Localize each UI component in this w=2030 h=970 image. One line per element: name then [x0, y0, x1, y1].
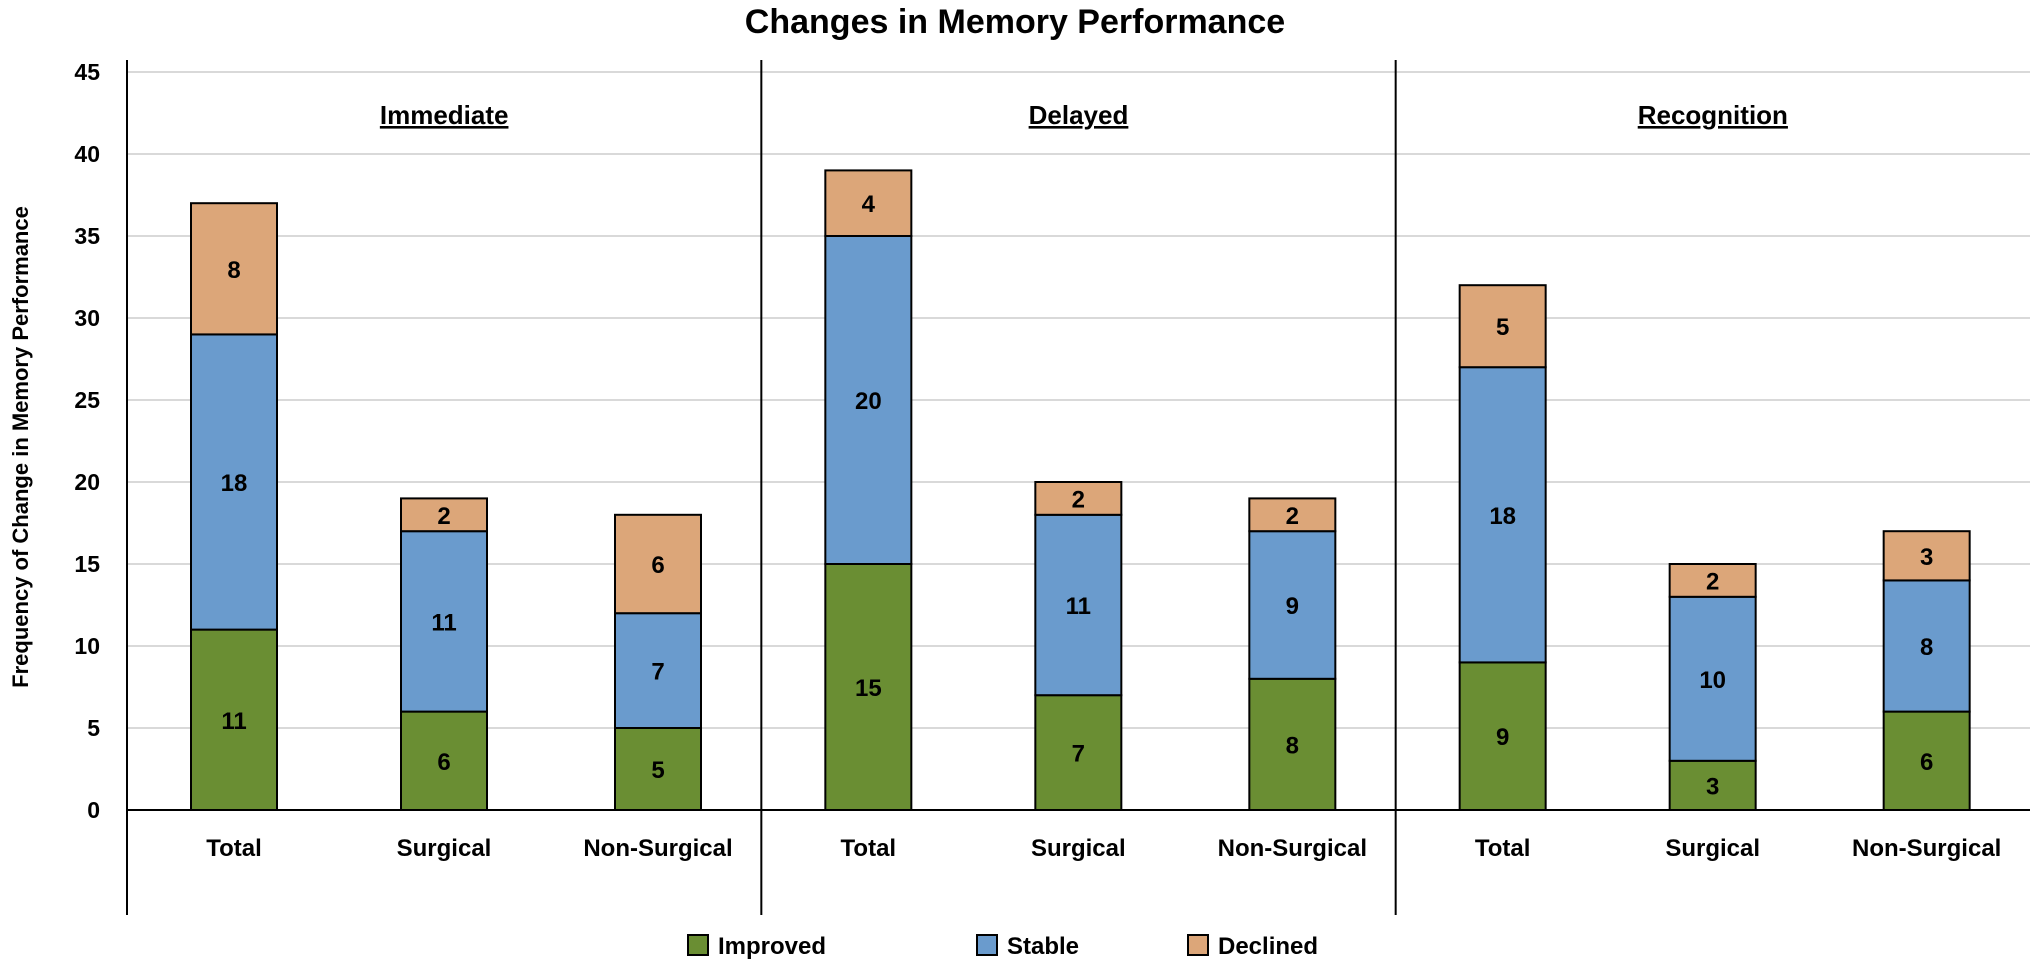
y-axis-label: Frequency of Change in Memory Performanc… — [8, 206, 33, 688]
data-label: 8 — [1286, 732, 1299, 759]
y-tick-label: 15 — [74, 551, 100, 577]
bar-segment-declined — [824, 169, 913, 237]
bar-segment-improved — [1458, 661, 1547, 812]
group-label: Delayed — [1029, 100, 1129, 130]
data-label: 11 — [221, 708, 246, 735]
labels: 051015202530354045Immediate11188Total611… — [74, 59, 2001, 862]
data-label: 18 — [1489, 503, 1516, 530]
legend-swatch-stable — [976, 934, 998, 956]
data-label: 11 — [1066, 593, 1091, 620]
data-label: 2 — [437, 503, 450, 530]
legend-swatch-declined — [1187, 934, 1209, 956]
data-label: 4 — [862, 191, 876, 218]
y-tick-label: 0 — [87, 797, 100, 823]
group-label: Immediate — [380, 100, 509, 130]
bar-segment-declined — [614, 513, 702, 615]
bar-segment-stable — [1882, 579, 1971, 713]
x-tick-label: Surgical — [397, 835, 492, 862]
data-label: 3 — [1920, 544, 1933, 571]
y-tick-label: 20 — [74, 469, 100, 495]
bar-segment-declined — [400, 497, 488, 533]
x-tick-label: Total — [841, 835, 897, 862]
bar-segment-stable — [614, 612, 702, 730]
data-label: 10 — [1699, 667, 1726, 694]
bars — [190, 169, 1971, 812]
x-tick-label: Surgical — [1665, 835, 1760, 862]
data-label: 8 — [1920, 634, 1933, 661]
data-label: 9 — [1286, 593, 1299, 620]
data-label: 9 — [1496, 724, 1509, 751]
x-tick-label: Non-Surgical — [1218, 835, 1367, 862]
data-label: 2 — [1072, 486, 1085, 513]
data-label: 11 — [431, 609, 456, 636]
bar-segment-stable — [1034, 513, 1123, 697]
data-label: 2 — [1706, 568, 1719, 595]
data-label: 5 — [1496, 314, 1509, 341]
bar-segment-stable — [1458, 366, 1547, 664]
bar-segment-declined — [190, 202, 278, 336]
axes — [126, 60, 2030, 915]
data-label: 3 — [1706, 773, 1719, 800]
data-label: 6 — [1920, 749, 1933, 776]
legend-label: Stable — [1007, 933, 1079, 960]
y-tick-label: 45 — [74, 59, 100, 85]
bar-segment-declined — [1668, 563, 1757, 598]
x-tick-label: Total — [206, 835, 262, 862]
group-label: Recognition — [1638, 100, 1788, 130]
bar-segment-declined — [1034, 481, 1123, 516]
bar-segment-declined — [1248, 497, 1337, 533]
legend-label: Improved — [718, 933, 826, 960]
bar-segment-improved — [824, 563, 913, 811]
data-label: 8 — [227, 257, 240, 284]
bar-segment-improved — [1668, 759, 1757, 811]
data-label: 6 — [437, 749, 450, 776]
y-tick-label: 25 — [74, 387, 100, 413]
y-tick-label: 30 — [74, 305, 100, 331]
data-label: 2 — [1286, 503, 1299, 530]
bar-segment-stable — [1668, 595, 1757, 762]
bar-segment-stable — [400, 530, 488, 713]
y-tick-label: 35 — [74, 223, 100, 249]
legend: Improved Stable Declined — [687, 933, 1318, 960]
chart-title: Changes in Memory Performance — [745, 3, 1285, 41]
bar-segment-declined — [1882, 530, 1971, 582]
legend-label: Declined — [1218, 933, 1318, 960]
bar-segment-stable — [1248, 530, 1337, 680]
y-tick-label: 40 — [74, 141, 100, 167]
bar-segment-improved — [1248, 677, 1337, 811]
y-tick-label: 10 — [74, 633, 100, 659]
x-tick-label: Non-Surgical — [583, 835, 732, 862]
data-label: 7 — [651, 659, 664, 686]
x-tick-label: Non-Surgical — [1852, 835, 2001, 862]
y-tick-label: 5 — [87, 715, 100, 741]
data-label: 6 — [651, 552, 664, 579]
bar-segment-improved — [190, 628, 278, 811]
x-tick-label: Surgical — [1031, 835, 1126, 862]
data-label: 15 — [855, 675, 882, 702]
x-tick-label: Total — [1475, 835, 1531, 862]
data-label: 5 — [651, 757, 664, 784]
bar-segment-stable — [190, 333, 278, 631]
bar-segment-improved — [1882, 710, 1971, 811]
data-label: 7 — [1072, 741, 1085, 768]
data-label: 18 — [221, 470, 248, 497]
bar-segment-declined — [1458, 284, 1547, 369]
data-label: 20 — [855, 388, 882, 415]
legend-swatch-improved — [687, 934, 709, 956]
